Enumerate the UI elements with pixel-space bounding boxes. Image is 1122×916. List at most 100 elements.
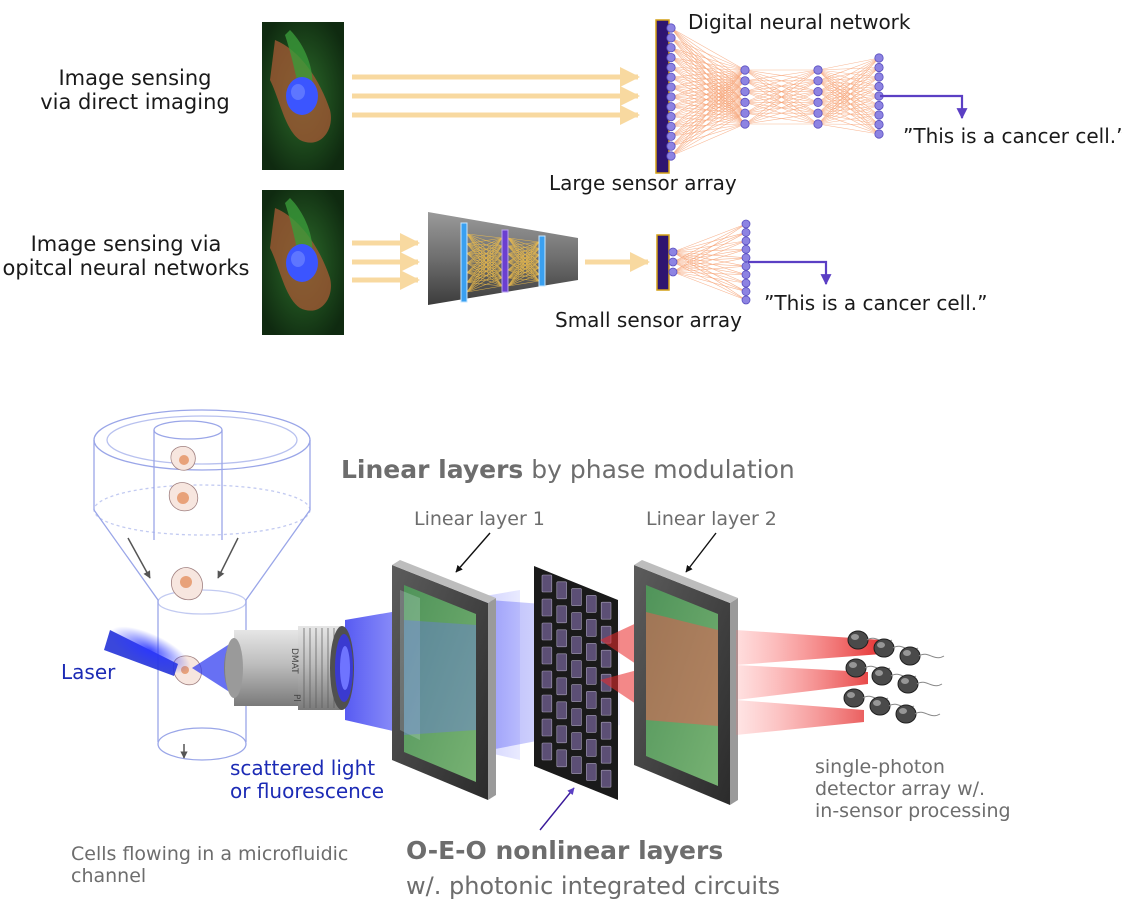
- nn-node: [874, 81, 884, 92]
- nn-node: [666, 62, 676, 72]
- nn-node: [666, 151, 676, 161]
- cone-connection: [507, 241, 540, 255]
- cone-connection: [466, 269, 503, 273]
- nn-connection: [670, 57, 746, 125]
- nn-node: [874, 72, 884, 82]
- nn-connection: [670, 67, 746, 82]
- oeo-title: O-E-O nonlinear layers: [406, 836, 724, 865]
- nn-node: [666, 121, 676, 132]
- nn-connection: [672, 223, 747, 273]
- nn-connection: [817, 91, 880, 106]
- nn-connection: [744, 69, 819, 82]
- nn-connection: [744, 102, 819, 125]
- nn-connection: [744, 69, 819, 125]
- cone-connection: [466, 237, 503, 293]
- nn-connection: [817, 80, 880, 135]
- nn-node: [741, 253, 751, 263]
- nn-connection: [817, 67, 880, 125]
- nn-connection: [672, 271, 747, 275]
- nn-connection: [744, 69, 819, 92]
- cone-connection: [507, 261, 540, 279]
- cone-connection: [507, 267, 540, 287]
- nn-connection: [670, 86, 746, 92]
- nn-connection: [670, 57, 746, 82]
- chip-cell: [556, 701, 567, 720]
- nn-node: [666, 23, 676, 33]
- chip-cell: [541, 622, 553, 641]
- nn-connection: [672, 232, 747, 253]
- layer2-pointer: [685, 532, 717, 573]
- nn-connection: [670, 91, 746, 117]
- nn-node: [874, 119, 884, 130]
- cone-connection: [507, 241, 540, 247]
- nn-node: [668, 267, 678, 277]
- nn-connection: [672, 240, 747, 263]
- cells-label: Cells flowing in a microfluidic channel: [71, 843, 348, 888]
- nn-connection: [672, 251, 747, 267]
- cone-connection: [507, 261, 540, 275]
- detector-line2: detector array w/.: [815, 777, 986, 800]
- nn-node: [740, 97, 750, 108]
- cone-connection: [466, 245, 503, 293]
- network-nodes: [666, 23, 884, 161]
- cone-connection: [466, 261, 503, 293]
- chip-cell: [541, 598, 553, 617]
- row1-label-line1: Image sensing: [58, 66, 212, 90]
- nn-connection: [817, 69, 880, 125]
- nn-connection: [672, 240, 747, 273]
- nn-connection: [670, 27, 746, 82]
- nn-connection: [744, 69, 819, 103]
- nn-connection: [817, 57, 880, 125]
- cone-connection: [507, 267, 540, 279]
- chip-cell: [586, 739, 597, 757]
- nn-connection: [670, 86, 746, 114]
- row2-label-line2: opitcal neural networks: [2, 256, 250, 281]
- nn-connection: [670, 37, 746, 71]
- cone-connection: [466, 237, 503, 254]
- nn-node: [741, 261, 751, 271]
- detector-element: [899, 646, 945, 666]
- chip-cell: [541, 574, 553, 593]
- nn-connection: [817, 57, 880, 103]
- nn-node: [666, 33, 676, 43]
- nn-connection: [817, 91, 880, 125]
- linear-layer-2: [634, 560, 738, 805]
- nn-connection: [672, 261, 747, 267]
- cone-connection: [507, 274, 540, 279]
- nn-connection: [670, 69, 746, 117]
- cone-connection: [466, 285, 503, 293]
- objective-lens: DMAT Pl: [224, 626, 354, 710]
- nn-connection: [670, 86, 746, 103]
- cone-connection: [507, 254, 540, 263]
- detector-line3: in-sensor processing: [815, 799, 1011, 822]
- nn-connection: [817, 95, 880, 103]
- nn-node: [666, 52, 676, 63]
- nn-connection: [670, 123, 746, 137]
- nn-connection: [670, 112, 746, 147]
- nn-connection: [817, 69, 880, 135]
- red-output-beams: [736, 630, 882, 735]
- chip-cell: [600, 697, 612, 716]
- detector-line1: single-photon: [815, 756, 945, 778]
- nn-node: [741, 270, 751, 280]
- nn-connection: [670, 96, 746, 125]
- nn-connection: [817, 67, 880, 114]
- nn-connection: [670, 116, 746, 125]
- single-photon-detector-array: [843, 630, 945, 724]
- nn-connection: [817, 57, 880, 114]
- chip-cell: [586, 619, 597, 637]
- nn-connection: [817, 95, 880, 125]
- cone-connection: [507, 254, 540, 287]
- nn-connection: [670, 96, 746, 114]
- nn-connection: [817, 76, 880, 125]
- nn-connection: [817, 102, 880, 125]
- chip-cell: [600, 745, 612, 764]
- nn-connection: [670, 80, 746, 127]
- nn-node: [813, 76, 823, 86]
- large-sensor-label: Large sensor array: [549, 171, 737, 195]
- chip-cell: [541, 742, 553, 761]
- cone-connection: [507, 274, 540, 287]
- nn-connection: [670, 80, 746, 117]
- cone-connection: [507, 280, 540, 287]
